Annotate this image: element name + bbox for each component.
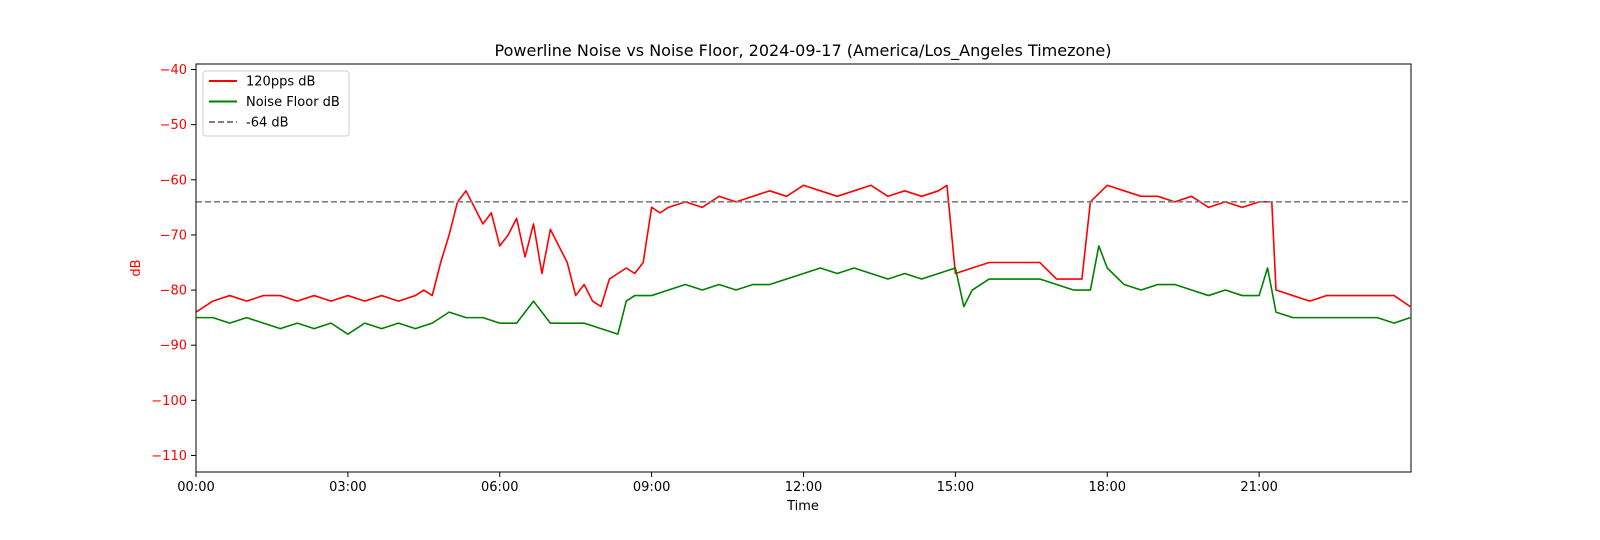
series-line-0 bbox=[195, 184, 1411, 313]
x-tick-label: 09:00 bbox=[633, 480, 670, 495]
legend-label: 120pps dB bbox=[246, 75, 315, 90]
legend-items: 120pps dB Noise Floor dB -64 dB bbox=[209, 75, 340, 131]
chart-title: Powerline Noise vs Noise Floor, 2024-09-… bbox=[495, 41, 1112, 61]
x-tick-label: 00:00 bbox=[177, 480, 214, 495]
x-tick-label: 03:00 bbox=[329, 480, 366, 495]
legend: 120pps dB Noise Floor dB -64 dB bbox=[202, 70, 350, 137]
y-tick-label: −100 bbox=[151, 394, 187, 409]
y-tick-label: −50 bbox=[160, 118, 187, 133]
y-tick-label: −110 bbox=[151, 449, 187, 464]
y-tick-label: −60 bbox=[160, 173, 187, 188]
y-tick-label: −40 bbox=[160, 63, 187, 78]
x-axis: 00:00 03:00 06:00 09:00 12:00 15:00 18:00 21:00 bbox=[177, 472, 1278, 495]
x-tick-label: 15:00 bbox=[937, 480, 974, 495]
y-tick-label: −90 bbox=[160, 339, 187, 354]
y-tick-label: −70 bbox=[160, 228, 187, 243]
x-axis-title: Time bbox=[786, 499, 819, 514]
x-tick-label: 21:00 bbox=[1240, 480, 1277, 495]
series-line-1 bbox=[196, 245, 1411, 335]
legend-label: -64 dB bbox=[246, 116, 289, 131]
y-tick-label: −80 bbox=[160, 284, 187, 299]
legend-label: Noise Floor dB bbox=[246, 95, 340, 110]
plot-area bbox=[195, 63, 1412, 473]
x-tick-label: 12:00 bbox=[785, 480, 822, 495]
x-tick-label: 06:00 bbox=[481, 480, 518, 495]
y-axis: −40 −50 −60 −70 −80 −90 −100 −110 bbox=[151, 63, 196, 464]
series-layer bbox=[195, 184, 1411, 335]
x-tick-label: 18:00 bbox=[1089, 480, 1126, 495]
legend-frame bbox=[202, 70, 350, 137]
y-axis-title: dB bbox=[129, 259, 144, 276]
